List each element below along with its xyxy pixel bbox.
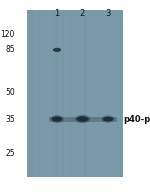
Ellipse shape [75, 115, 90, 123]
Ellipse shape [50, 115, 64, 123]
Ellipse shape [103, 117, 113, 122]
Text: 25: 25 [5, 149, 15, 158]
Text: 85: 85 [5, 46, 15, 54]
Text: 3: 3 [105, 9, 111, 18]
FancyBboxPatch shape [27, 10, 123, 177]
Ellipse shape [76, 116, 88, 122]
Text: p40-phox: p40-phox [123, 116, 150, 124]
Text: 2: 2 [80, 9, 85, 18]
Text: 120: 120 [1, 30, 15, 39]
Text: 35: 35 [5, 115, 15, 123]
Text: 1: 1 [54, 9, 60, 18]
Ellipse shape [52, 116, 62, 122]
Text: 50: 50 [5, 88, 15, 97]
Ellipse shape [101, 115, 115, 123]
Ellipse shape [53, 48, 61, 52]
